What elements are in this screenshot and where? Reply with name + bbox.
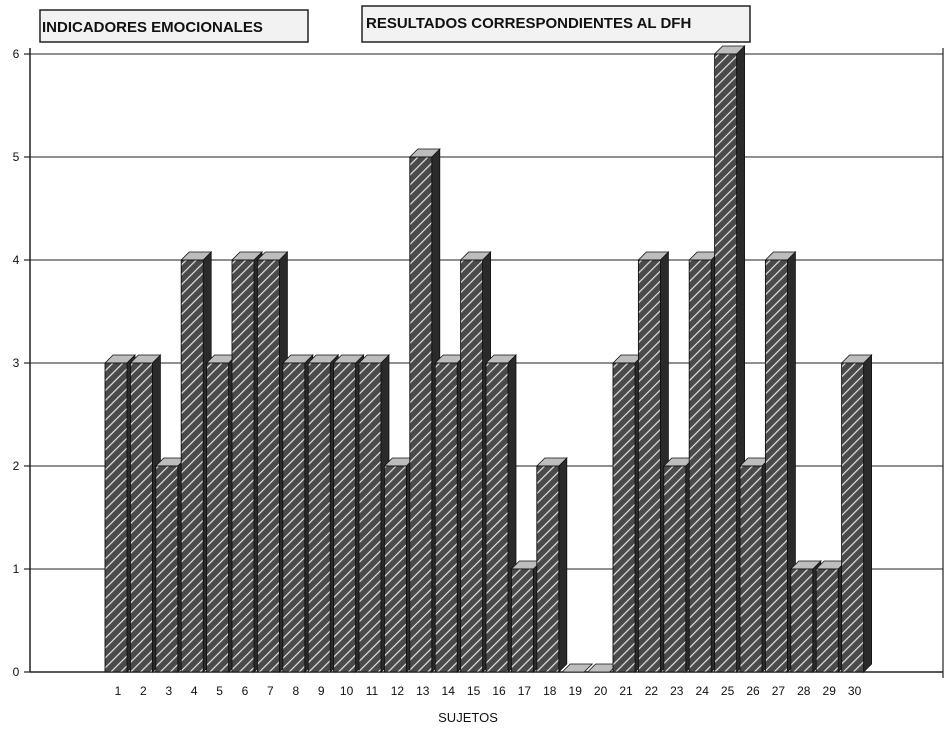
- bar-front: [637, 259, 661, 673]
- x-tick-label: 19: [569, 684, 583, 698]
- bar: [231, 251, 263, 673]
- bar-front: [434, 362, 458, 673]
- x-tick-label: 27: [772, 684, 786, 698]
- bar-front: [358, 362, 382, 673]
- x-tick-label: 13: [416, 684, 430, 698]
- y-tick-label: 4: [13, 253, 20, 267]
- x-tick-label: 4: [191, 684, 198, 698]
- bar-front: [510, 568, 534, 673]
- x-tick-label: 15: [467, 684, 481, 698]
- y-tick-label: 5: [13, 150, 20, 164]
- x-tick-label: 12: [391, 684, 405, 698]
- x-tick-label: 26: [746, 684, 760, 698]
- y-tick-label: 6: [13, 47, 20, 61]
- bar-front: [663, 465, 687, 673]
- bar-side: [558, 457, 568, 673]
- bar-front: [739, 465, 763, 673]
- title-left-box: INDICADORES EMOCIONALES: [39, 9, 309, 43]
- x-tick-label: 7: [267, 684, 274, 698]
- bar-top: [561, 663, 594, 673]
- bar-front: [206, 362, 230, 673]
- bar-front: [841, 362, 865, 673]
- y-tick-label: 0: [13, 665, 20, 679]
- bar-front: [688, 259, 712, 673]
- title-right-box: RESULTADOS CORRESPONDIENTES AL DFH: [361, 5, 751, 43]
- x-tick-label: 17: [518, 684, 532, 698]
- bar-front: [409, 156, 433, 673]
- bar: [840, 354, 873, 673]
- title-left: INDICADORES EMOCIONALES: [42, 19, 263, 36]
- bar-front: [129, 362, 153, 673]
- bar: [561, 663, 594, 673]
- bar-front: [282, 362, 306, 673]
- bar-front: [815, 568, 839, 673]
- x-tick-label: 22: [645, 684, 659, 698]
- bar-front: [231, 259, 255, 673]
- y-axis: 0 1 2 3 4 5 6: [13, 47, 30, 679]
- y-tick-label: 1: [13, 562, 20, 576]
- x-tick-label: 23: [670, 684, 684, 698]
- bar-front: [333, 362, 357, 673]
- x-tick-label: 11: [366, 684, 379, 698]
- x-axis-label: SUJETOS: [438, 710, 498, 725]
- x-tick-label: 14: [442, 684, 456, 698]
- bar-front: [790, 568, 814, 673]
- bar-front: [155, 465, 179, 673]
- bar: [535, 457, 568, 673]
- x-tick-label: 25: [721, 684, 735, 698]
- x-tick-label: 28: [797, 684, 811, 698]
- bars: [104, 45, 873, 673]
- bar-front: [764, 259, 788, 673]
- x-tick-label: 29: [823, 684, 837, 698]
- x-tick-label: 5: [216, 684, 223, 698]
- x-tick-label: 3: [165, 684, 172, 698]
- bar-front: [383, 465, 407, 673]
- title-right: RESULTADOS CORRESPONDIENTES AL DFH: [366, 15, 691, 32]
- x-tick-label: 10: [340, 684, 354, 698]
- x-tick-label: 30: [848, 684, 862, 698]
- x-tick-label: 16: [492, 684, 506, 698]
- x-tick-label: 20: [594, 684, 608, 698]
- y-tick-label: 2: [13, 459, 20, 473]
- x-tick-label: 8: [292, 684, 299, 698]
- x-tick-label: 2: [140, 684, 147, 698]
- bar-front: [460, 259, 484, 673]
- bar-side: [863, 354, 872, 673]
- x-tick-label: 9: [318, 684, 325, 698]
- x-tick-label: 6: [242, 684, 249, 698]
- bar-front: [104, 362, 128, 673]
- x-tick-label: 18: [543, 684, 557, 698]
- bar-front: [180, 259, 204, 673]
- bar-front: [307, 362, 331, 673]
- x-tick-label: 1: [115, 684, 122, 698]
- bar-front: [714, 53, 738, 673]
- x-tick-label: 24: [696, 684, 710, 698]
- x-tick-label: 21: [619, 684, 633, 698]
- bar-front: [485, 362, 509, 673]
- y-tick-label: 3: [13, 356, 20, 370]
- bar-front: [612, 362, 636, 673]
- x-axis: 1 2 3 4 5 6 7 8 9 10 11 12 13 14 15 16 17 18 19 20 21 22 23 24 2…: [115, 684, 862, 698]
- bar-front: [536, 465, 560, 673]
- bar: [713, 45, 746, 673]
- bar-front: [256, 259, 280, 673]
